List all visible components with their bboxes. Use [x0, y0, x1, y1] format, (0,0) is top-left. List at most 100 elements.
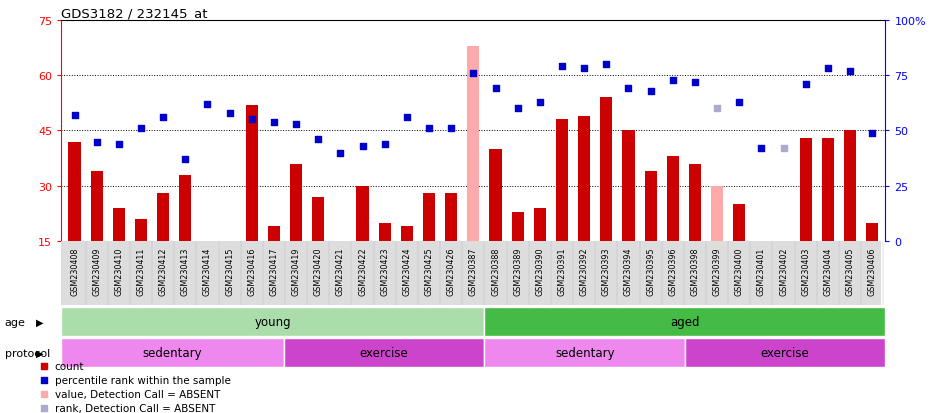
Text: GSM230394: GSM230394 — [624, 247, 633, 295]
Bar — [866, 223, 878, 297]
Text: GSM230426: GSM230426 — [447, 247, 456, 295]
Bar — [490, 150, 501, 297]
Bar — [755, 267, 768, 297]
Text: GSM230415: GSM230415 — [225, 247, 235, 295]
Point — [665, 77, 680, 83]
Text: GSM230425: GSM230425 — [425, 247, 433, 295]
Bar — [711, 186, 723, 297]
Text: GSM230411: GSM230411 — [137, 247, 145, 295]
Point — [311, 137, 326, 143]
Text: GSM230421: GSM230421 — [336, 247, 345, 295]
Bar — [61, 307, 484, 337]
Bar — [512, 212, 524, 297]
Text: GSM230391: GSM230391 — [558, 247, 566, 295]
Text: aged: aged — [671, 315, 700, 328]
Bar — [268, 227, 280, 297]
Point — [89, 139, 105, 145]
Bar — [61, 338, 284, 368]
Text: GSM230419: GSM230419 — [292, 247, 300, 295]
Bar — [733, 205, 745, 297]
Point — [444, 126, 459, 132]
Point — [288, 121, 303, 128]
Point — [842, 68, 857, 75]
Text: GSM230390: GSM230390 — [535, 247, 544, 295]
Point — [134, 126, 149, 132]
Text: GSM230416: GSM230416 — [248, 247, 256, 295]
Bar — [90, 172, 103, 297]
Bar — [69, 142, 81, 297]
Point — [465, 70, 480, 77]
Bar — [400, 227, 413, 297]
Bar — [284, 338, 484, 368]
Text: GSM230424: GSM230424 — [402, 247, 412, 295]
Text: GSM230406: GSM230406 — [868, 247, 877, 295]
Bar — [135, 220, 147, 297]
Point — [421, 126, 436, 132]
Point — [798, 81, 813, 88]
Bar — [534, 209, 546, 297]
Text: sedentary: sedentary — [143, 346, 203, 359]
Point — [267, 119, 282, 126]
Text: GSM230417: GSM230417 — [269, 247, 279, 295]
Text: young: young — [254, 315, 291, 328]
Bar — [844, 131, 856, 297]
Point — [511, 106, 526, 112]
Point — [374, 247, 389, 254]
Bar — [379, 223, 391, 297]
Bar — [179, 176, 191, 297]
Text: protocol: protocol — [5, 348, 50, 358]
Point — [377, 141, 392, 148]
Text: GSM230423: GSM230423 — [381, 247, 389, 295]
Text: GSM230392: GSM230392 — [579, 247, 589, 295]
Text: GSM230402: GSM230402 — [779, 247, 788, 295]
Bar — [484, 338, 685, 368]
Text: ▶: ▶ — [36, 348, 43, 358]
Bar — [467, 46, 479, 297]
Point — [488, 86, 503, 93]
Text: GSM230399: GSM230399 — [712, 247, 722, 295]
Text: sedentary: sedentary — [555, 346, 614, 359]
Bar — [356, 186, 368, 297]
Bar — [113, 209, 125, 297]
Text: GSM230395: GSM230395 — [646, 247, 655, 295]
Point — [776, 145, 791, 152]
Text: GSM230400: GSM230400 — [735, 247, 744, 295]
Point — [643, 88, 658, 95]
Text: GSM230413: GSM230413 — [181, 247, 189, 295]
Text: GSM230420: GSM230420 — [314, 247, 323, 295]
Point — [865, 130, 880, 137]
Point — [178, 157, 193, 163]
Bar — [202, 256, 214, 297]
Point — [532, 99, 547, 106]
Bar — [423, 194, 435, 297]
Text: GSM230387: GSM230387 — [469, 247, 478, 295]
Text: percentile rank within the sample: percentile rank within the sample — [55, 375, 231, 385]
Bar — [685, 338, 885, 368]
Text: GSM230414: GSM230414 — [203, 247, 212, 295]
Text: GSM230389: GSM230389 — [513, 247, 522, 295]
Point — [200, 101, 215, 108]
Point — [555, 64, 570, 70]
Point — [688, 79, 703, 86]
Bar — [157, 194, 170, 297]
Text: age: age — [5, 317, 25, 327]
Bar — [484, 307, 885, 337]
Bar — [689, 164, 701, 297]
Bar — [246, 105, 258, 297]
Text: GSM230412: GSM230412 — [158, 247, 168, 295]
Point — [374, 369, 389, 375]
Bar — [334, 245, 347, 297]
Text: GSM230398: GSM230398 — [690, 247, 699, 295]
Text: GSM230410: GSM230410 — [114, 247, 123, 295]
Bar — [223, 253, 236, 297]
Point — [374, 120, 389, 127]
Text: GSM230405: GSM230405 — [846, 247, 854, 295]
Text: GSM230408: GSM230408 — [70, 247, 79, 295]
Text: GSM230409: GSM230409 — [92, 247, 101, 295]
Text: exercise: exercise — [360, 346, 409, 359]
Point — [754, 145, 769, 152]
Bar — [578, 116, 591, 297]
Point — [355, 143, 370, 150]
Text: GDS3182 / 232145_at: GDS3182 / 232145_at — [61, 7, 208, 19]
Point — [67, 112, 82, 119]
